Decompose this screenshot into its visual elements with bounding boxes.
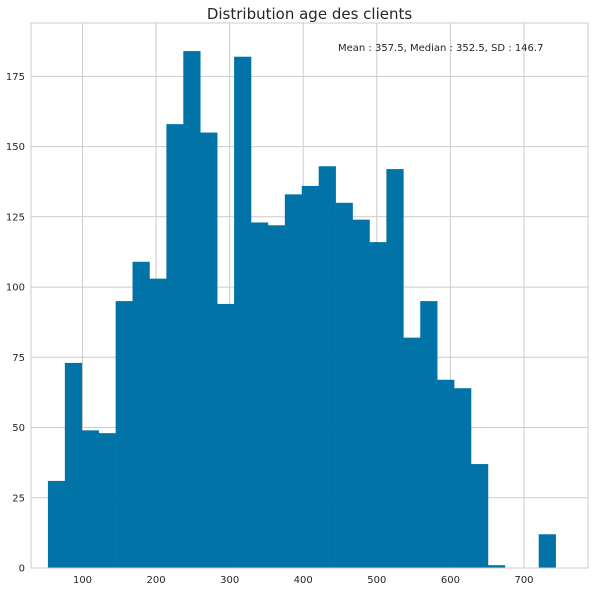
x-tick-label: 400: [294, 575, 313, 586]
histogram-bar: [420, 301, 438, 568]
histogram-bar: [335, 202, 353, 569]
histogram-bar: [132, 261, 150, 568]
histogram-bar: [267, 225, 286, 568]
y-tick-label: 75: [12, 353, 25, 364]
histogram-bar: [403, 337, 421, 568]
histogram-bar: [217, 303, 235, 568]
histogram-bar: [251, 222, 269, 568]
histogram-bar: [284, 194, 303, 568]
y-tick-label: 0: [19, 564, 25, 575]
x-tick-label: 200: [147, 575, 166, 586]
histogram-bars: [47, 51, 556, 569]
histogram-bar: [166, 124, 184, 568]
y-tick-label: 50: [12, 423, 25, 434]
x-tick-label: 700: [514, 575, 533, 586]
y-tick-label: 150: [6, 142, 25, 153]
x-axis-ticks: 100 200 300 400 500 600 700: [73, 575, 534, 586]
histogram-bar: [149, 278, 167, 568]
y-tick-label: 175: [6, 72, 25, 83]
histogram-bar: [538, 534, 556, 568]
histogram-bar: [47, 480, 66, 568]
histogram-bar: [437, 379, 455, 568]
histogram-bar: [454, 388, 472, 568]
histogram-bar: [98, 433, 116, 568]
x-tick-label: 600: [441, 575, 460, 586]
histogram-bar: [64, 362, 83, 568]
y-tick-label: 25: [12, 493, 25, 504]
histogram-bar: [471, 464, 489, 568]
histogram-bar: [386, 169, 404, 568]
plot-frame: [30, 22, 589, 569]
y-tick-label: 125: [6, 212, 25, 223]
histogram-bar: [352, 219, 370, 568]
histogram-bar: [183, 51, 201, 568]
x-tick-label: 300: [220, 575, 239, 586]
histogram-bar: [369, 242, 387, 568]
histogram-bar: [318, 166, 336, 568]
histogram-bar: [301, 185, 319, 568]
histogram-bar: [234, 56, 252, 569]
histogram-bar: [200, 132, 218, 568]
x-tick-label: 500: [367, 575, 386, 586]
y-axis-ticks: 0 25 50 75 100 125 150 175: [6, 72, 25, 575]
histogram-bar: [81, 430, 99, 568]
chart-title: Distribution age des clients: [207, 5, 413, 23]
stats-annotation: Mean : 357.5, Median : 352.5, SD : 146.7: [338, 43, 543, 54]
y-tick-label: 100: [6, 283, 25, 294]
histogram-bar: [115, 301, 133, 568]
x-tick-label: 100: [73, 575, 92, 586]
histogram-bar: [487, 565, 506, 568]
